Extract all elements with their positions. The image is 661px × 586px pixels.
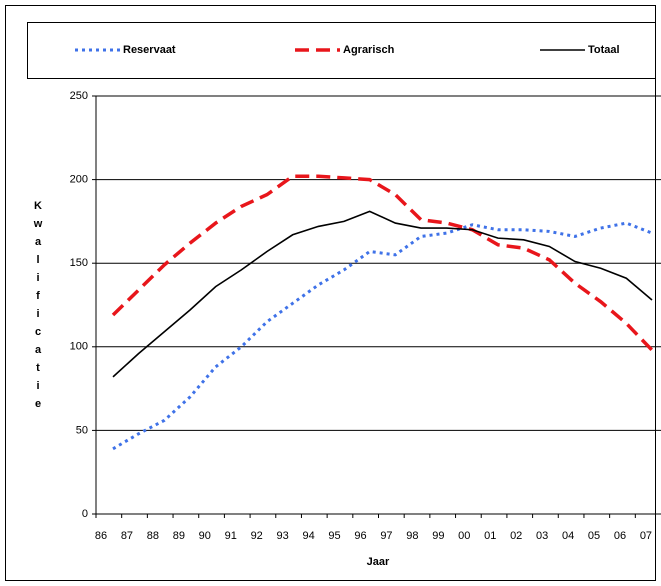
y-tick-label: 50	[76, 424, 88, 436]
x-tick-label: 99	[432, 530, 444, 542]
x-tick-label: 00	[458, 530, 470, 542]
chart-border	[5, 5, 656, 581]
x-tick-label: 90	[199, 530, 211, 542]
x-tick-label: 89	[173, 530, 185, 542]
x-tick-label: 06	[614, 530, 626, 542]
series-line	[112, 221, 653, 451]
y-tick-label: 200	[70, 174, 88, 186]
x-tick-label: 07	[640, 530, 652, 542]
x-tick-label: 86	[95, 530, 107, 542]
x-tick-label: 93	[277, 530, 289, 542]
x-tick-label: 01	[484, 530, 496, 542]
x-tick-label: 87	[121, 530, 133, 542]
x-tick-label: 97	[380, 530, 392, 542]
series-line	[112, 210, 653, 378]
y-tick-label: 100	[70, 341, 88, 353]
x-tick-label: 04	[562, 530, 574, 542]
x-axis-title: Jaar	[367, 556, 390, 568]
x-tick-label: 05	[588, 530, 600, 542]
x-tick-label: 88	[147, 530, 159, 542]
legend-label: Reservaat	[123, 44, 176, 56]
y-axis-title: Kwalificatie	[32, 200, 44, 416]
series-line	[111, 174, 654, 352]
x-tick-label: 95	[328, 530, 340, 542]
x-tick-label: 91	[225, 530, 237, 542]
x-tick-label: 96	[354, 530, 366, 542]
x-tick-label: 94	[302, 530, 314, 542]
y-tick-label: 150	[70, 257, 88, 269]
x-tick-label: 03	[536, 530, 548, 542]
legend-label: Agrarisch	[343, 44, 395, 56]
y-tick-label: 0	[82, 508, 88, 520]
x-tick-label: 92	[251, 530, 263, 542]
x-tick-label: 98	[406, 530, 418, 542]
y-tick-label: 250	[70, 90, 88, 102]
x-tick-label: 02	[510, 530, 522, 542]
legend-label: Totaal	[588, 44, 620, 56]
